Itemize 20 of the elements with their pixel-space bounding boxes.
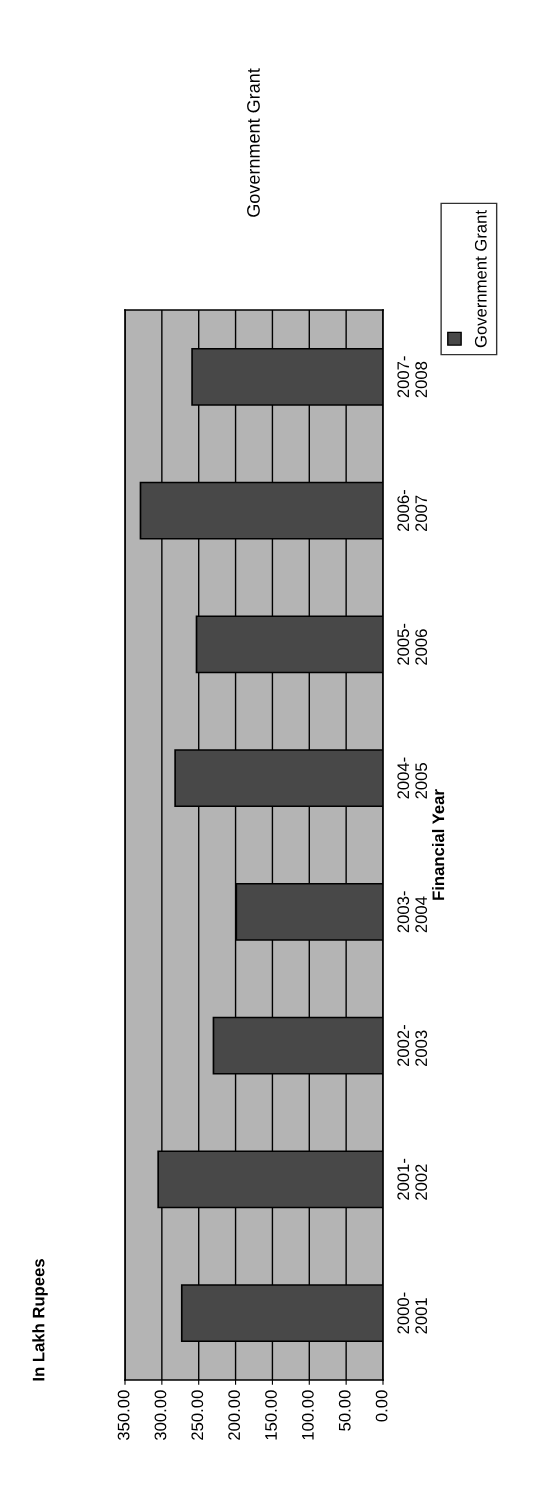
y-tick-label: 2005-2006 <box>397 623 428 665</box>
y-axis-title: Financial Year <box>431 789 445 900</box>
y-tick-label: 2003-2004 <box>397 891 428 933</box>
y-tick-label: 2004-2005 <box>397 757 428 799</box>
y-tick-label: 2002-2003 <box>397 1025 428 1067</box>
x-tick-label: 100.00 <box>301 1390 314 1440</box>
text: Government Grant <box>474 210 487 348</box>
x-tick-label: 150.00 <box>265 1390 277 1440</box>
text: In Lakh Rupees <box>32 1259 48 1381</box>
x-tick-label: 50.00 <box>338 1390 351 1431</box>
x-tick-label: 250.00 <box>191 1390 204 1440</box>
y-tick-label: 2007-2008 <box>397 356 428 398</box>
y-tick-label: 2000-2001 <box>397 1292 428 1334</box>
x-tick-label: 300.00 <box>154 1390 167 1441</box>
chart-title: Government Grant <box>247 68 260 217</box>
x-tick-label: 200.00 <box>228 1390 241 1440</box>
y-tick-label: 2006-2007 <box>397 490 428 532</box>
x-tick-label: 350.00 <box>117 1390 130 1441</box>
x-tick-label: 0.00 <box>375 1390 388 1422</box>
y-tick-label: 2001-2002 <box>397 1158 428 1200</box>
